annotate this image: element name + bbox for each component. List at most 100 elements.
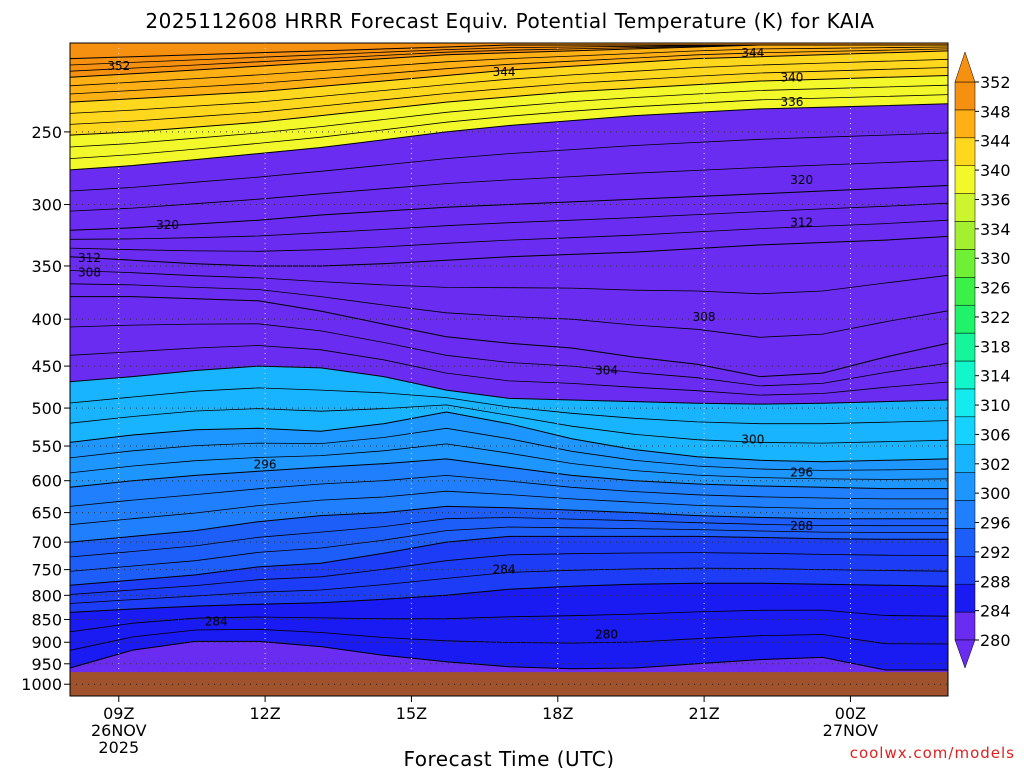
colorbar-label: 310 (980, 396, 1011, 415)
contour-line (70, 609, 948, 633)
colorbar-label: 302 (980, 455, 1011, 474)
y-tick-label: 750 (31, 561, 62, 580)
plot-border (69, 42, 949, 697)
colorbar-label: 334 (980, 220, 1011, 239)
colorbar: 352 348 344 340 336 334 330 326 322 318 314 310 306 3… (954, 51, 1011, 669)
contour-line (70, 505, 948, 543)
contour-label: 296 (790, 466, 813, 480)
x-tick-label: 09Z (103, 704, 134, 723)
contour-line (70, 411, 948, 463)
colorbar-swatch (954, 388, 976, 418)
x-tick-label: 21Z (688, 704, 719, 723)
contour-label: 352 (107, 59, 130, 73)
colorbar-swatch (954, 360, 976, 390)
x-tick-label: 00Z (835, 704, 866, 723)
colorbar-swatch (954, 221, 976, 250)
colorbar-swatch (954, 444, 976, 473)
contour-line (70, 159, 948, 212)
contour-line (70, 387, 948, 425)
colorbar-swatch (954, 137, 976, 166)
contour-line (70, 443, 948, 480)
contour-line (70, 552, 948, 595)
colorbar-swatch (954, 304, 976, 334)
colorbar-swatch (954, 500, 976, 529)
colorbar-swatch (954, 109, 976, 139)
y-tick-label: 600 (31, 472, 62, 491)
colorbar-label: 306 (980, 425, 1011, 444)
contour-line (70, 48, 948, 95)
contour-line (70, 67, 948, 125)
colorbar-label: 326 (980, 279, 1011, 298)
colorbar-label: 318 (980, 337, 1011, 356)
contour-label: 308 (693, 310, 716, 324)
y-tick-label: 550 (31, 437, 62, 456)
colorbar-swatch (954, 583, 976, 613)
contour-label: 284 (493, 563, 516, 577)
contour-line (70, 323, 948, 387)
contour-line (70, 582, 948, 613)
contour-label: 308 (78, 266, 101, 280)
contour-line (70, 50, 948, 103)
colorbar-arrow-bottom (954, 639, 976, 669)
colorbar-label: 322 (980, 308, 1011, 327)
y-tick-label: 400 (31, 310, 62, 329)
colorbar-swatch (954, 332, 976, 362)
contour-line (70, 490, 948, 526)
credit-link[interactable]: coolwx.com/models (850, 744, 1015, 762)
contour-label: 296 (254, 457, 277, 471)
colorbar-label: 352 (980, 73, 1011, 92)
colorbar-arrow-top (954, 51, 976, 83)
colorbar-swatch (954, 249, 976, 278)
y-tick-label: 300 (31, 196, 62, 215)
colorbar-label: 330 (980, 249, 1011, 268)
contour-label: 280 (595, 628, 618, 642)
y-tick-label: 850 (31, 610, 62, 629)
contour-line (70, 270, 948, 295)
colorbar-label: 348 (980, 102, 1011, 121)
y-axis: 250 300 350 400 450 500 550 600 650 700 750 800 850 9… (21, 123, 70, 694)
colorbar-label: 300 (980, 484, 1011, 503)
colorbar-label: 288 (980, 572, 1011, 591)
x-axis-title: Forecast Time (UTC) (403, 747, 614, 768)
contour-line (70, 640, 948, 671)
colorbar-swatch (954, 193, 976, 222)
contour-line (70, 283, 948, 338)
y-tick-label: 350 (31, 257, 62, 276)
colorbar-swatch (954, 416, 976, 445)
x-tick-year: 2025 (98, 738, 139, 757)
contour-label: 340 (780, 70, 803, 84)
contour-line (70, 427, 948, 471)
contour-label: 304 (595, 363, 618, 377)
contour-line (70, 84, 948, 148)
colorbar-swatch (954, 472, 976, 501)
y-tick-label: 650 (31, 504, 62, 523)
contour-label: 312 (790, 216, 813, 230)
contour-line (70, 567, 948, 604)
x-tick-date: 27NOV (823, 721, 879, 740)
x-tick-label: 15Z (396, 704, 427, 723)
contour-line (70, 404, 948, 444)
colorbar-swatch (954, 81, 976, 111)
contour-line (70, 94, 948, 159)
contour-label: 336 (780, 95, 803, 109)
contour-line (70, 235, 948, 267)
contour-line (70, 132, 948, 192)
contour-line (70, 44, 948, 60)
contour-line (70, 219, 948, 252)
y-tick-label: 800 (31, 586, 62, 605)
x-tick-label: 12Z (249, 704, 280, 723)
colorbar-label: 344 (980, 132, 1011, 151)
colorbar-swatch (954, 165, 976, 194)
contour-label: 312 (78, 251, 101, 265)
x-tick-label: 18Z (542, 704, 573, 723)
contour-line (70, 535, 948, 586)
contour-label: 320 (156, 218, 179, 232)
contour-label: 320 (790, 173, 813, 187)
contour-line (70, 345, 948, 396)
colorbar-label: 280 (980, 631, 1011, 650)
y-tick-label: 1000 (21, 675, 62, 694)
colorbar-label: 314 (980, 367, 1011, 386)
contour-label: 344 (493, 65, 516, 79)
